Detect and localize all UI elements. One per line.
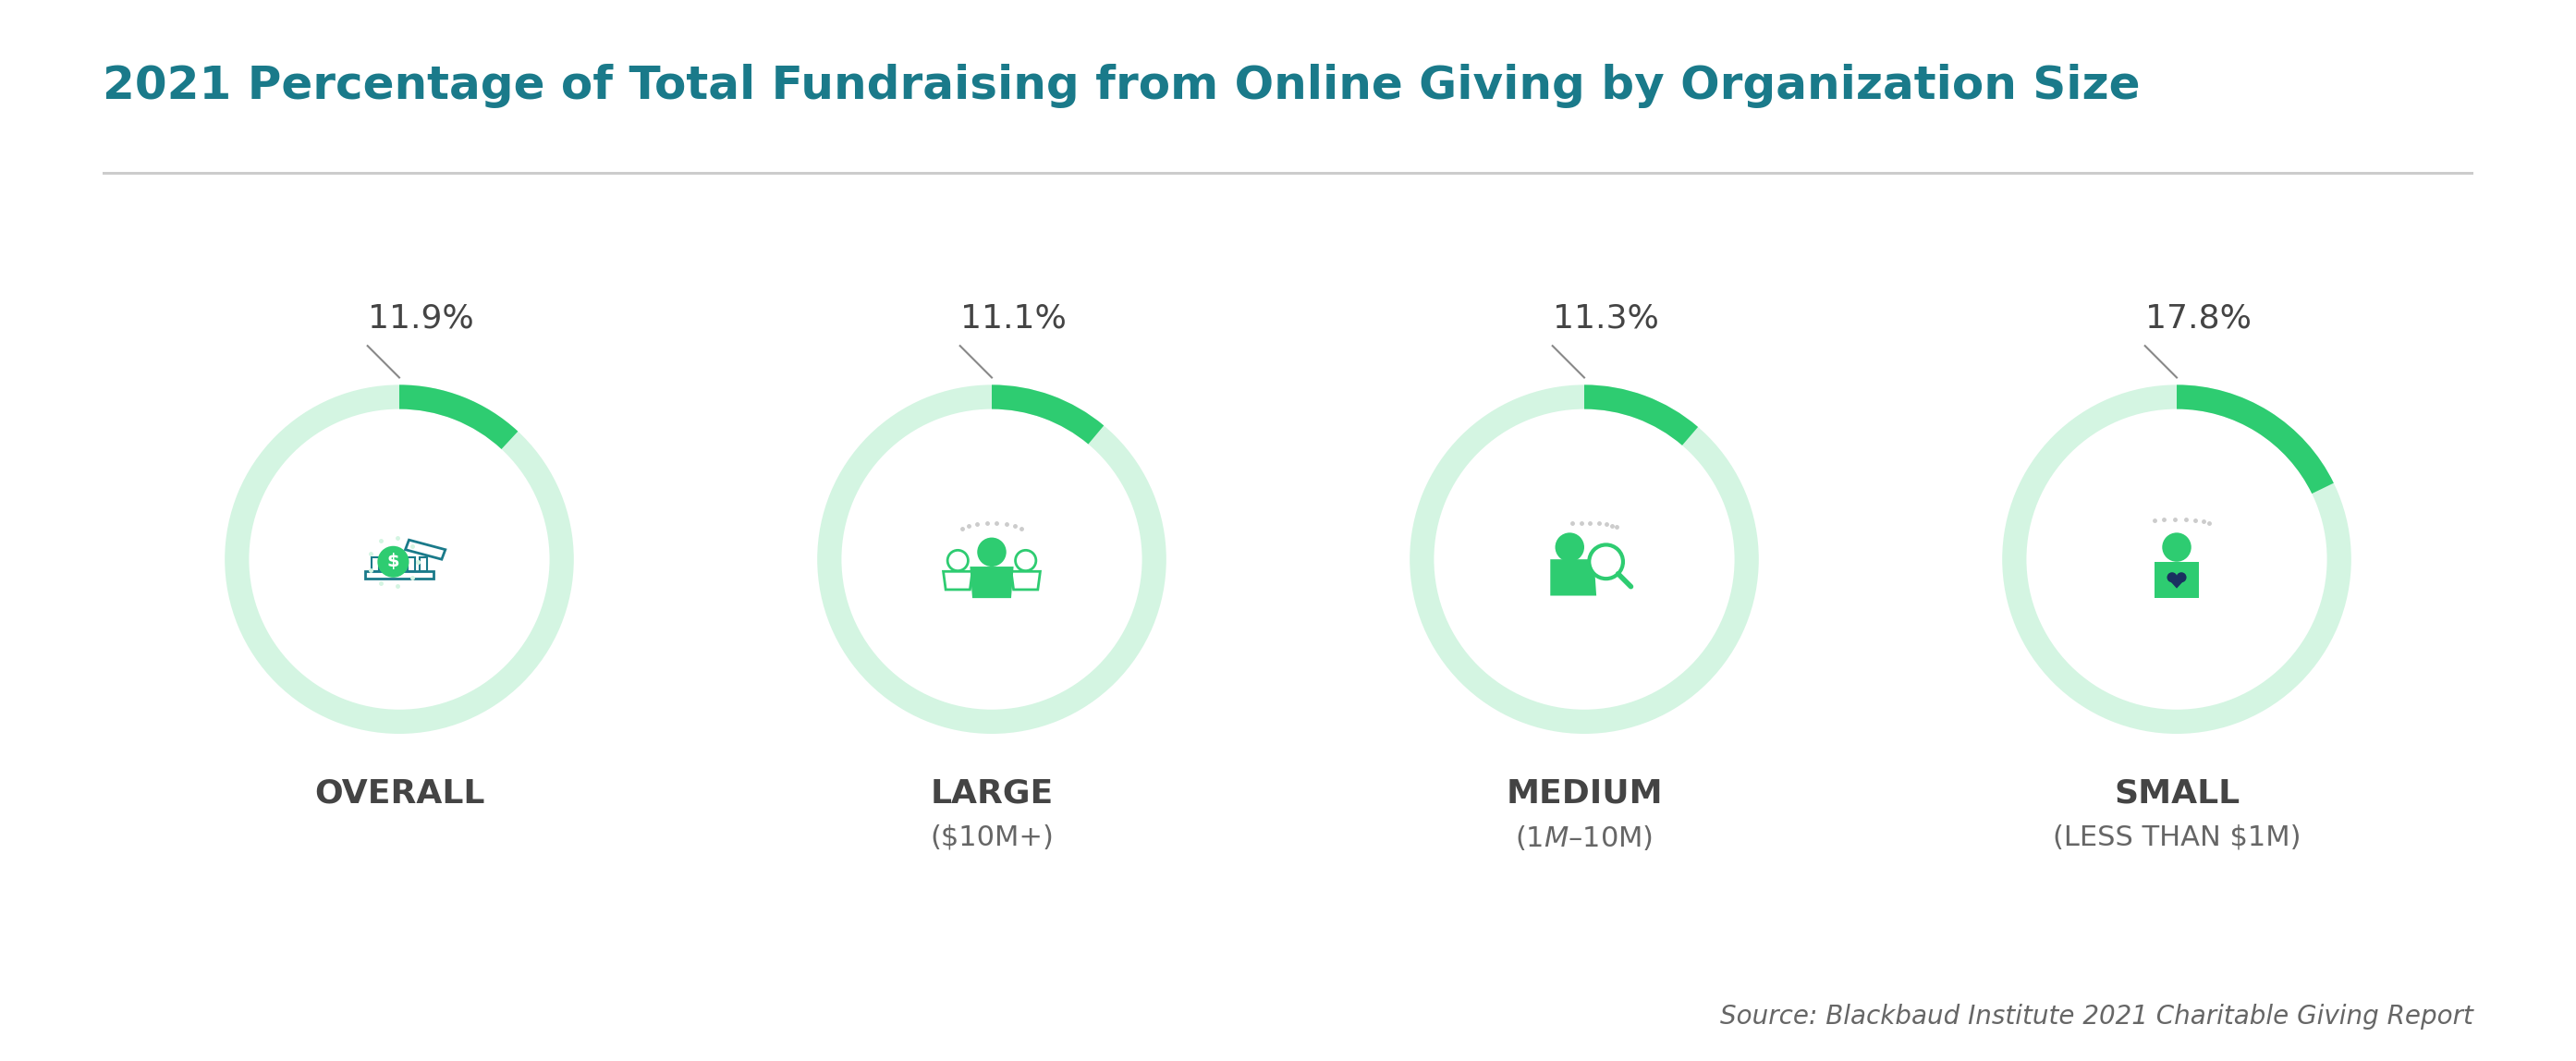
Text: 17.8%: 17.8% xyxy=(2146,302,2251,334)
Bar xyxy=(407,557,415,572)
Bar xyxy=(384,557,392,572)
Wedge shape xyxy=(399,385,518,449)
Wedge shape xyxy=(1409,385,1759,734)
Circle shape xyxy=(976,538,1007,567)
Wedge shape xyxy=(992,385,1105,445)
Polygon shape xyxy=(2166,578,2187,589)
Text: 2021 Percentage of Total Fundraising from Online Giving by Organization Size: 2021 Percentage of Total Fundraising fro… xyxy=(103,64,2141,108)
Wedge shape xyxy=(817,385,1167,734)
Text: 11.9%: 11.9% xyxy=(368,302,474,334)
Wedge shape xyxy=(2002,385,2352,734)
Circle shape xyxy=(1595,550,1618,574)
Polygon shape xyxy=(971,567,1012,598)
Wedge shape xyxy=(224,385,574,734)
Text: SMALL: SMALL xyxy=(2115,778,2239,808)
Circle shape xyxy=(379,546,410,577)
Text: (LESS THAN $1M): (LESS THAN $1M) xyxy=(2053,823,2300,850)
Wedge shape xyxy=(2177,385,2334,493)
Text: ($10M+): ($10M+) xyxy=(930,823,1054,850)
Circle shape xyxy=(2166,572,2177,582)
Circle shape xyxy=(1556,533,1584,561)
Polygon shape xyxy=(2156,561,2197,598)
Bar xyxy=(371,557,379,572)
Circle shape xyxy=(1589,544,1623,578)
Text: $: $ xyxy=(386,553,399,571)
Bar xyxy=(397,557,402,572)
Circle shape xyxy=(2161,533,2192,561)
Wedge shape xyxy=(1584,385,1698,446)
Text: 11.3%: 11.3% xyxy=(1553,302,1659,334)
Text: 11.1%: 11.1% xyxy=(961,302,1066,334)
Text: MEDIUM: MEDIUM xyxy=(1507,778,1662,808)
Bar xyxy=(420,557,428,572)
Circle shape xyxy=(2177,572,2187,582)
Text: OVERALL: OVERALL xyxy=(314,778,484,808)
Text: ($1M–$10M): ($1M–$10M) xyxy=(1515,823,1654,852)
Polygon shape xyxy=(1551,559,1597,595)
Text: Source: Blackbaud Institute 2021 Charitable Giving Report: Source: Blackbaud Institute 2021 Charita… xyxy=(1721,1004,2473,1029)
Text: LARGE: LARGE xyxy=(930,778,1054,808)
